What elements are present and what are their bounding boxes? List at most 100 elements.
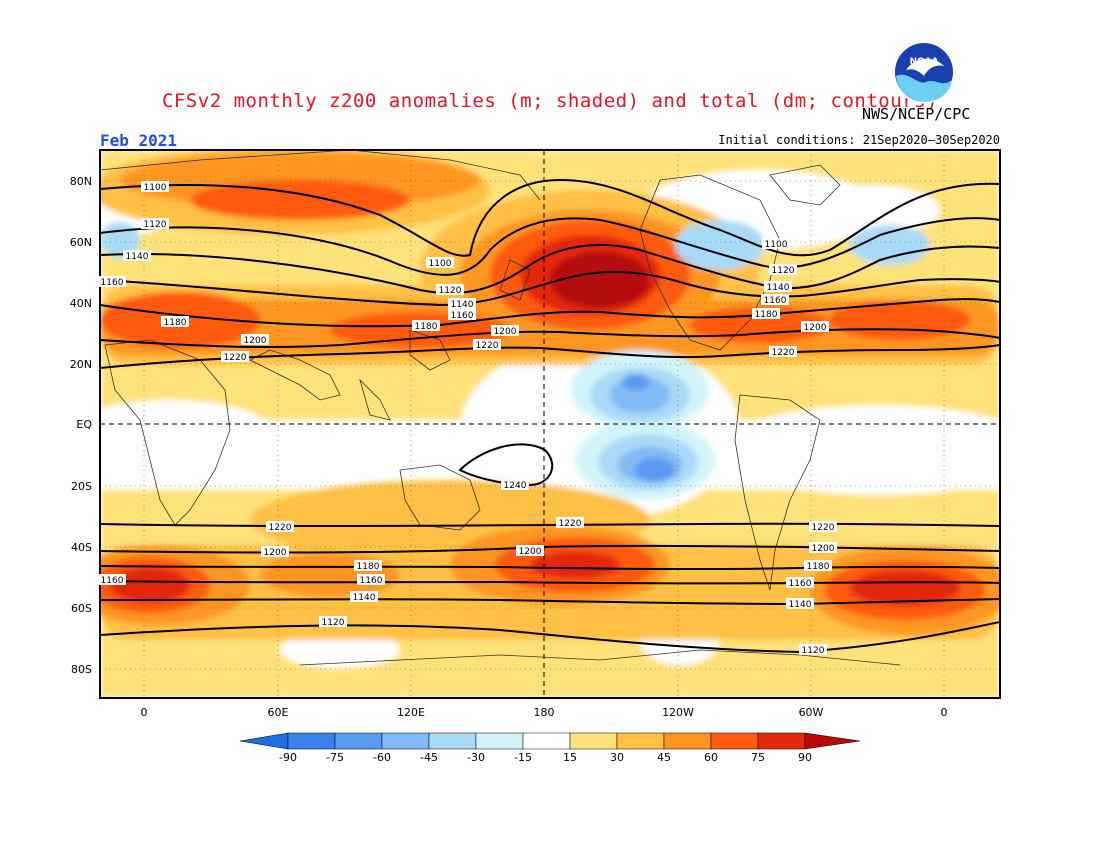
contour-label: 1220	[556, 517, 584, 529]
figure-title: CFSv2 monthly z200 anomalies (m; shaded)…	[161, 90, 939, 112]
contour-label-text: 1160	[789, 579, 812, 589]
contour-label: 1120	[141, 218, 169, 230]
contour-label: 1100	[762, 238, 790, 250]
lat-label-80n: 80N	[70, 175, 92, 188]
lat-label-80s: 80S	[71, 663, 92, 676]
contour-label: 1100	[426, 257, 454, 269]
lon-label-0-right: 0	[941, 706, 948, 719]
contour-label-text: 1120	[322, 618, 345, 628]
colorbar-swatch	[569, 732, 618, 750]
contour-label: 1100	[141, 181, 169, 193]
contour-label: 1220	[809, 521, 837, 533]
contour-label: 1160	[761, 294, 789, 306]
contour-label: 1200	[809, 542, 837, 554]
contour-label-text: 1200	[494, 327, 517, 337]
contour-label-text: 1140	[126, 252, 149, 262]
contour-label-text: 1120	[802, 646, 825, 656]
lat-label-20s: 20S	[71, 480, 92, 493]
contour-label-text: 1220	[224, 353, 247, 363]
colorbar-tick-label: 75	[751, 751, 765, 764]
contour-label-text: 1180	[357, 562, 380, 572]
contour-label-text: 1160	[101, 278, 124, 288]
contour-label: 1180	[412, 320, 440, 332]
colorbar-swatch	[522, 732, 571, 750]
lat-label-eq: EQ	[76, 418, 92, 431]
contour-label-text: 1220	[772, 348, 795, 358]
colorbar-arrow-low	[239, 732, 289, 750]
lon-label-60w: 60W	[799, 706, 824, 719]
lat-label-20n: 20N	[70, 358, 92, 371]
contour-label: 1120	[436, 284, 464, 296]
colorbar-swatch	[428, 732, 477, 750]
lat-label-60s: 60S	[71, 602, 92, 615]
contour-label: 1160	[448, 309, 476, 321]
contour-label-text: 1180	[415, 322, 438, 332]
lon-label-120w: 120W	[662, 706, 694, 719]
colorbar-swatch	[475, 732, 524, 750]
contour-label: 1140	[786, 598, 814, 610]
contour-label-text: 1160	[101, 576, 124, 586]
contour-label: 1180	[804, 560, 832, 572]
contour-label-text: 1100	[144, 183, 167, 193]
contour-label-text: 1240	[504, 481, 527, 491]
lat-label-40s: 40S	[71, 541, 92, 554]
contour-label-text: 1140	[767, 283, 790, 293]
contour-label-text: 1120	[144, 220, 167, 230]
contour-label: 1180	[161, 316, 189, 328]
contour-label-text: 1160	[764, 296, 787, 306]
height-contours	[100, 178, 1000, 654]
lon-label-180: 180	[534, 706, 555, 719]
contour-label-text: 1200	[812, 544, 835, 554]
colorbar-tick-label: 90	[798, 751, 812, 764]
contour-label: 1220	[473, 339, 501, 351]
contour-label-text: 1200	[519, 547, 542, 557]
contour-label: 1120	[319, 616, 347, 628]
colorbar-tick-label: -45	[420, 751, 438, 764]
contour-label: 1160	[786, 577, 814, 589]
initial-conditions-label: Initial conditions: 21Sep2020–30Sep2020	[718, 133, 1000, 147]
contour-label-text: 1200	[804, 323, 827, 333]
contour-label: 1180	[354, 560, 382, 572]
colorbar-swatch	[710, 732, 759, 750]
noaa-logo-icon: NOAA	[892, 40, 956, 104]
contour-label-text: 1200	[244, 336, 267, 346]
contour-label: 1160	[98, 276, 126, 288]
contour-label: 1220	[266, 521, 294, 533]
contour-label-text: 1160	[360, 576, 383, 586]
lon-label-120e: 120E	[397, 706, 425, 719]
contour-labels: 1100 1120 1140 1160 1180 1200 1220 1100 1120 1140…	[98, 181, 837, 656]
contour-label-text: 1180	[755, 310, 778, 320]
colorbar-tick-label: -75	[326, 751, 344, 764]
latitude-labels: 80N 60N 40N 20N EQ 20S 40S 60S 80S	[70, 175, 93, 676]
contour-label: 1140	[350, 591, 378, 603]
lat-label-40n: 40N	[70, 297, 92, 310]
colorbar-swatch	[334, 732, 383, 750]
contour-label-text: 1220	[269, 523, 292, 533]
contour-label: 1180	[752, 308, 780, 320]
contour-label: 1160	[98, 574, 126, 586]
contour-label-text: 1180	[807, 562, 830, 572]
contour-label: 1220	[769, 346, 797, 358]
contour-label-text: 1220	[812, 523, 835, 533]
contour-label: 1200	[801, 321, 829, 333]
contour-label-text: 1220	[559, 519, 582, 529]
lon-label-60e: 60E	[268, 706, 289, 719]
colorbar-tick-label: 15	[563, 751, 577, 764]
contour-label: 1160	[357, 574, 385, 586]
colorbar-tick-label: -15	[514, 751, 532, 764]
colorbar-tick-label: 60	[704, 751, 718, 764]
colorbar-arrow-high	[804, 732, 861, 750]
forecast-month: Feb 2021	[100, 131, 178, 150]
colorbar-tick-label: 30	[610, 751, 624, 764]
colorbar-swatch	[757, 732, 806, 750]
contour-label: 1120	[799, 644, 827, 656]
lat-label-60n: 60N	[70, 236, 92, 249]
contour-label: 1200	[516, 545, 544, 557]
contour-label: 1220	[221, 351, 249, 363]
contour-label-text: 1180	[164, 318, 187, 328]
colorbar-swatch	[287, 732, 336, 750]
colorbar: -90 -75 -60 -45 -30 -15 15 30 45 60 75 90	[239, 732, 861, 764]
colorbar-tick-label: -90	[279, 751, 297, 764]
